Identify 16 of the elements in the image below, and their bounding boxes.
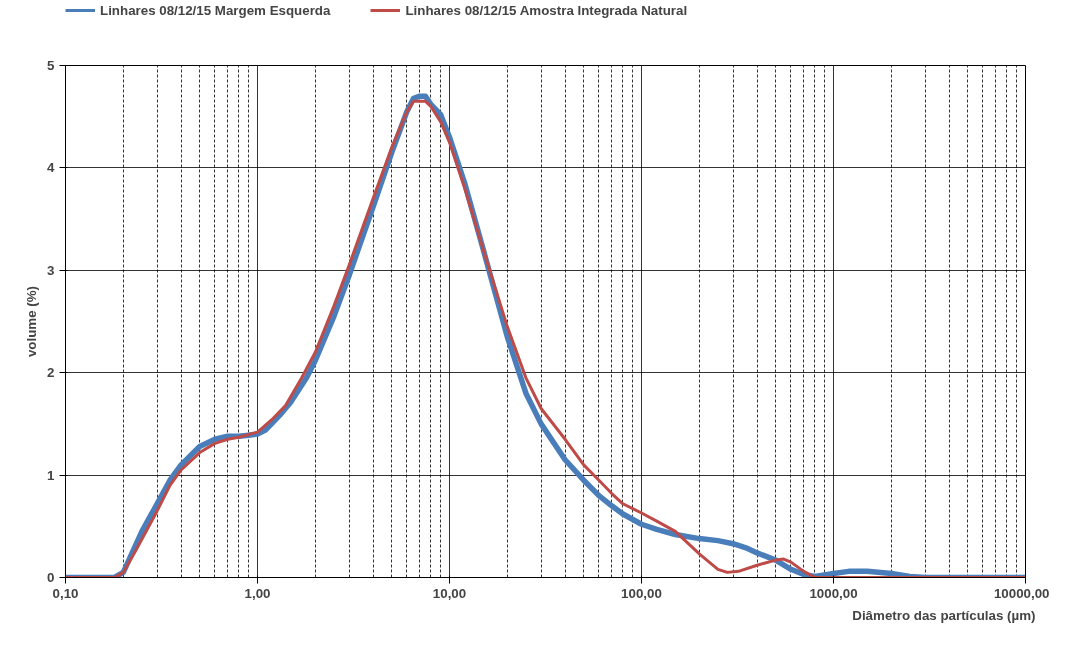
legend-label: Linhares 08/12/15 Margem Esquerda (100, 2, 331, 18)
y-tick-label: 3 (47, 262, 55, 278)
x-tick-label: 10000,00 (993, 585, 1050, 601)
x-tick-label: 10,00 (432, 585, 467, 601)
y-tick-label: 1 (47, 467, 56, 483)
y-tick-label: 5 (47, 58, 56, 73)
y-tick-label: 0 (47, 570, 55, 585)
x-tick-label: 0,10 (52, 585, 79, 601)
y-tick-label: 2 (47, 365, 55, 381)
x-tick-label: 1000,00 (809, 585, 858, 601)
legend-label: Linhares 08/12/15 Amostra Integrada Natural (405, 2, 688, 18)
y-tick-label: 4 (47, 160, 56, 176)
x-tick-label: 1,00 (244, 585, 271, 601)
y-axis-title: volume (%) (24, 285, 40, 358)
x-tick-label: 100,00 (621, 585, 662, 601)
x-axis-title: Diâmetro das partículas (µm) (852, 607, 1036, 623)
